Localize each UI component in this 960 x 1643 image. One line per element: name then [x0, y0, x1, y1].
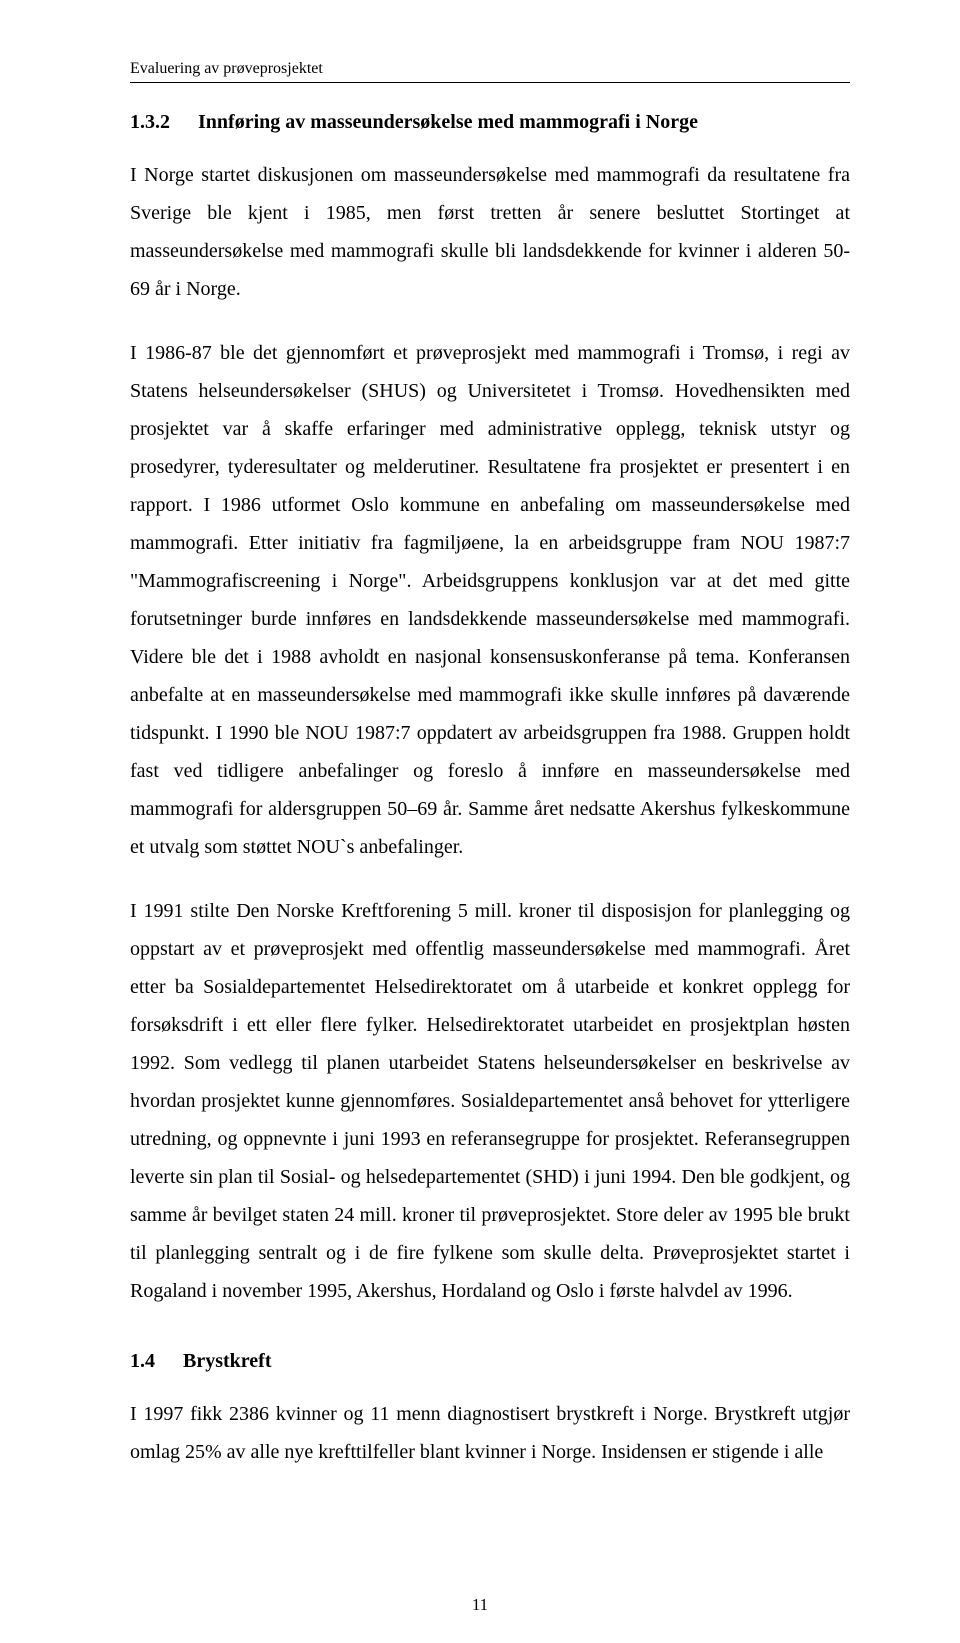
section-title: Innføring av masseundersøkelse med mammo… [198, 111, 698, 133]
section-number: 1.3.2 [130, 111, 170, 134]
paragraph: I 1986-87 ble det gjennomført et prøvepr… [130, 334, 850, 866]
page-number: 11 [0, 1595, 960, 1615]
paragraph: I Norge startet diskusjonen om masseunde… [130, 156, 850, 308]
section-title: Brystkreft [183, 1350, 272, 1372]
section-heading-1: 1.3.2 Innføring av masseundersøkelse med … [130, 111, 850, 134]
running-header: Evaluering av prøveprosjektet [130, 60, 850, 83]
header-text: Evaluering av prøveprosjektet [130, 60, 323, 77]
paragraph: I 1997 fikk 2386 kvinner og 11 menn diag… [130, 1395, 850, 1471]
document-page: Evaluering av prøveprosjektet 1.3.2 Innfø… [0, 0, 960, 1643]
paragraph: I 1991 stilte Den Norske Kreftforening 5… [130, 892, 850, 1310]
section-number: 1.4 [130, 1350, 155, 1373]
section-heading-2: 1.4 Brystkreft [130, 1350, 850, 1373]
